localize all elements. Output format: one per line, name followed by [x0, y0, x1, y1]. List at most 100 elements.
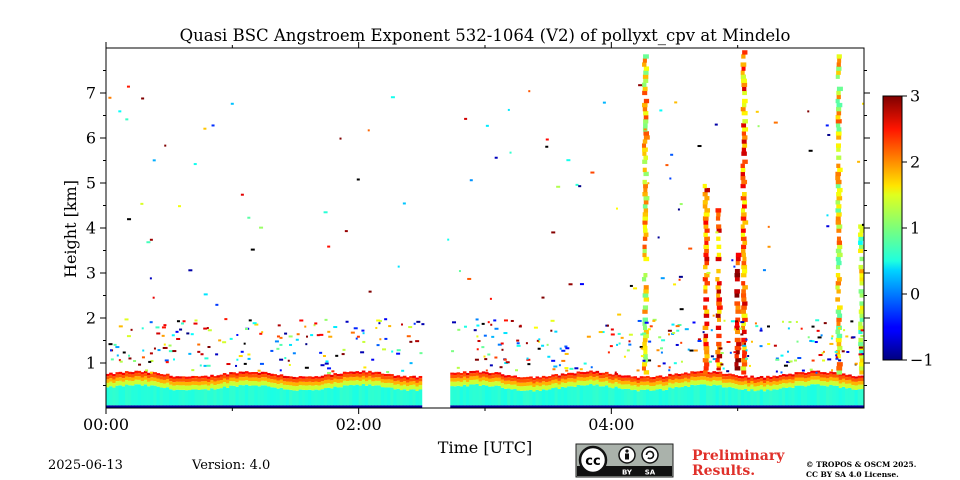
- heatmap-cell: [232, 381, 236, 386]
- plume-cell: [641, 366, 646, 371]
- noise-cell: [238, 355, 243, 358]
- heatmap-cell: [623, 405, 628, 408]
- noise-cell: [660, 347, 664, 350]
- heatmap-cell: [371, 377, 375, 382]
- noise-cell: [797, 357, 802, 360]
- heatmap-cell: [478, 385, 483, 406]
- heatmap-cell: [519, 405, 524, 408]
- heatmap-cell: [371, 405, 375, 408]
- copyright-notice: © TROPOS & OSCM 2025. CC BY SA 4.0 Licen…: [806, 460, 916, 480]
- heatmap-cell: [845, 405, 849, 408]
- heatmap-cell: [721, 405, 726, 408]
- heatmap-cell: [450, 374, 454, 378]
- noise-cell: [831, 369, 834, 372]
- heatmap-cell: [314, 405, 319, 408]
- heatmap-cell: [399, 390, 404, 406]
- heatmap-cell: [257, 405, 262, 408]
- plume-cell: [716, 289, 722, 294]
- heatmap-cell: [563, 374, 568, 377]
- heatmap-cell: [279, 387, 284, 406]
- heatmap-cell: [412, 375, 416, 378]
- heatmap-cell: [598, 405, 603, 408]
- heatmap-cell: [396, 405, 401, 408]
- heatmap-cell: [668, 382, 672, 388]
- plume-cell: [734, 293, 740, 298]
- plume-cell: [836, 277, 842, 282]
- plume-cell: [740, 208, 746, 213]
- noise-cell: [638, 84, 643, 87]
- plume-cell: [716, 236, 721, 241]
- heatmap-cell: [327, 383, 331, 388]
- heatmap-cell: [339, 382, 344, 388]
- heatmap-cell: [216, 405, 221, 408]
- heatmap-cell: [854, 376, 859, 379]
- heatmap-cell: [153, 385, 157, 406]
- heatmap-cell: [162, 383, 167, 389]
- heatmap-cell: [131, 372, 135, 375]
- heatmap-cell: [115, 377, 120, 382]
- heatmap-cell: [377, 380, 382, 386]
- heatmap-cell: [841, 382, 846, 387]
- heatmap-cell: [769, 379, 773, 383]
- noise-cell: [730, 320, 735, 323]
- heatmap-cell: [323, 383, 328, 389]
- heatmap-cell: [203, 405, 208, 408]
- heatmap-cell: [383, 374, 388, 377]
- noise-cell: [363, 366, 367, 369]
- heatmap-cell: [137, 373, 142, 377]
- heatmap-cell: [841, 405, 846, 408]
- heatmap-cell: [124, 373, 129, 377]
- heatmap-cell: [387, 382, 391, 388]
- heatmap-cell: [743, 377, 748, 381]
- plume-cell: [741, 289, 746, 294]
- heatmap-cell: [557, 377, 562, 381]
- plume-cell: [741, 151, 747, 156]
- heatmap-cell: [554, 376, 559, 380]
- heatmap-cell: [649, 379, 653, 383]
- plume-cell: [836, 362, 843, 367]
- heatmap-cell: [503, 375, 508, 378]
- plume-cell: [716, 362, 723, 367]
- noise-cell: [289, 343, 293, 346]
- heatmap-cell: [513, 389, 517, 406]
- noise-cell: [773, 121, 778, 124]
- heatmap-cell: [172, 382, 176, 386]
- plume-cell: [734, 301, 741, 306]
- heatmap-cell: [166, 382, 170, 388]
- heatmap-cell: [453, 372, 457, 376]
- plume-cell: [642, 236, 648, 241]
- heatmap-cell: [845, 388, 849, 406]
- noise-cell: [743, 342, 746, 345]
- heatmap-cell: [453, 381, 457, 387]
- heatmap-cell: [671, 376, 675, 381]
- noise-cell: [533, 326, 538, 329]
- heatmap-cell: [513, 405, 517, 408]
- heatmap-cell: [106, 379, 110, 383]
- heatmap-cell: [813, 379, 818, 385]
- heatmap-cell: [813, 373, 818, 377]
- heatmap-cell: [535, 378, 540, 382]
- heatmap-cell: [355, 384, 360, 406]
- heatmap-cell: [238, 385, 243, 406]
- noise-cell: [292, 352, 296, 355]
- heatmap-cell: [860, 377, 864, 381]
- heatmap-cell: [851, 376, 855, 379]
- heatmap-cell: [563, 379, 568, 384]
- noise-cell: [391, 350, 394, 353]
- heatmap-cell: [481, 405, 486, 408]
- plume-cell: [742, 192, 747, 197]
- heatmap-cell: [826, 386, 830, 406]
- plume-cell: [642, 139, 648, 144]
- heatmap-cell: [706, 374, 710, 378]
- noise-cell: [203, 364, 207, 367]
- plume-cell: [716, 268, 721, 274]
- noise-cell: [279, 358, 284, 361]
- heatmap-cell: [832, 405, 836, 408]
- noise-cell: [827, 133, 831, 136]
- noise-cell: [133, 360, 137, 363]
- heatmap-cell: [301, 376, 306, 379]
- heatmap-cell: [162, 379, 167, 384]
- heatmap-cell: [835, 405, 840, 408]
- heatmap-cell: [418, 389, 423, 406]
- plume-cell: [715, 277, 720, 282]
